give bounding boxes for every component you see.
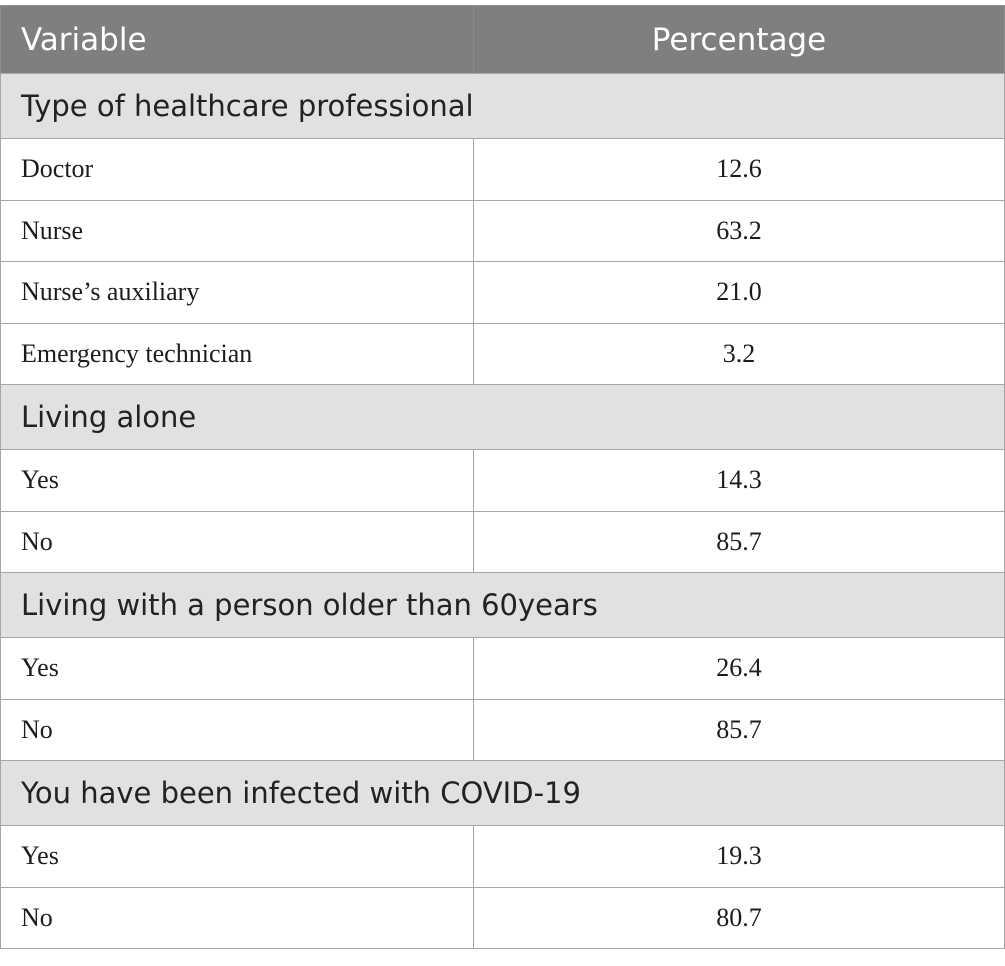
row-value: 3.2	[473, 322, 1005, 385]
row-value: 12.6	[473, 138, 1005, 201]
table-row: Emergency technician 3.2	[0, 322, 1005, 385]
row-label: No	[0, 886, 474, 949]
table-row: No 80.7	[0, 886, 1005, 949]
row-label: Doctor	[0, 138, 474, 201]
row-label: No	[0, 698, 474, 761]
section-title: You have been infected with COVID-19	[0, 760, 1005, 826]
row-value: 63.2	[473, 199, 1005, 262]
table-row: Nurse’s auxiliary 21.0	[0, 261, 1005, 324]
header-percentage: Percentage	[473, 5, 1005, 74]
header-row: Variable Percentage	[0, 5, 1005, 74]
table-row: Yes 19.3	[0, 825, 1005, 888]
row-label: No	[0, 510, 474, 573]
table-row: No 85.7	[0, 510, 1005, 573]
row-label: Yes	[0, 449, 474, 512]
table-header: Variable Percentage	[0, 5, 1005, 74]
row-label: Nurse’s auxiliary	[0, 261, 474, 324]
row-value: 80.7	[473, 886, 1005, 949]
section-title: Living with a person older than 60years	[0, 572, 1005, 638]
table-row: Nurse 63.2	[0, 199, 1005, 262]
variables-table: Variable Percentage Type of healthcare p…	[0, 5, 1005, 949]
row-value: 85.7	[473, 510, 1005, 573]
row-value: 26.4	[473, 637, 1005, 700]
row-value: 21.0	[473, 261, 1005, 324]
row-label: Yes	[0, 825, 474, 888]
table-row: Doctor 12.6	[0, 138, 1005, 201]
data-table-container: Variable Percentage Type of healthcare p…	[0, 5, 1005, 949]
table-body: Type of healthcare professional Doctor 1…	[0, 73, 1005, 949]
row-value: 85.7	[473, 698, 1005, 761]
row-label: Nurse	[0, 199, 474, 262]
table-row: No 85.7	[0, 698, 1005, 761]
row-value: 14.3	[473, 449, 1005, 512]
table-row: Yes 14.3	[0, 449, 1005, 512]
section-title: Type of healthcare professional	[0, 73, 1005, 139]
section-title: Living alone	[0, 384, 1005, 450]
section-row: You have been infected with COVID-19	[0, 760, 1005, 826]
table-row: Yes 26.4	[0, 637, 1005, 700]
row-label: Emergency technician	[0, 322, 474, 385]
section-row: Living alone	[0, 384, 1005, 450]
section-row: Type of healthcare professional	[0, 73, 1005, 139]
header-variable: Variable	[0, 5, 474, 74]
row-label: Yes	[0, 637, 474, 700]
row-value: 19.3	[473, 825, 1005, 888]
section-row: Living with a person older than 60years	[0, 572, 1005, 638]
